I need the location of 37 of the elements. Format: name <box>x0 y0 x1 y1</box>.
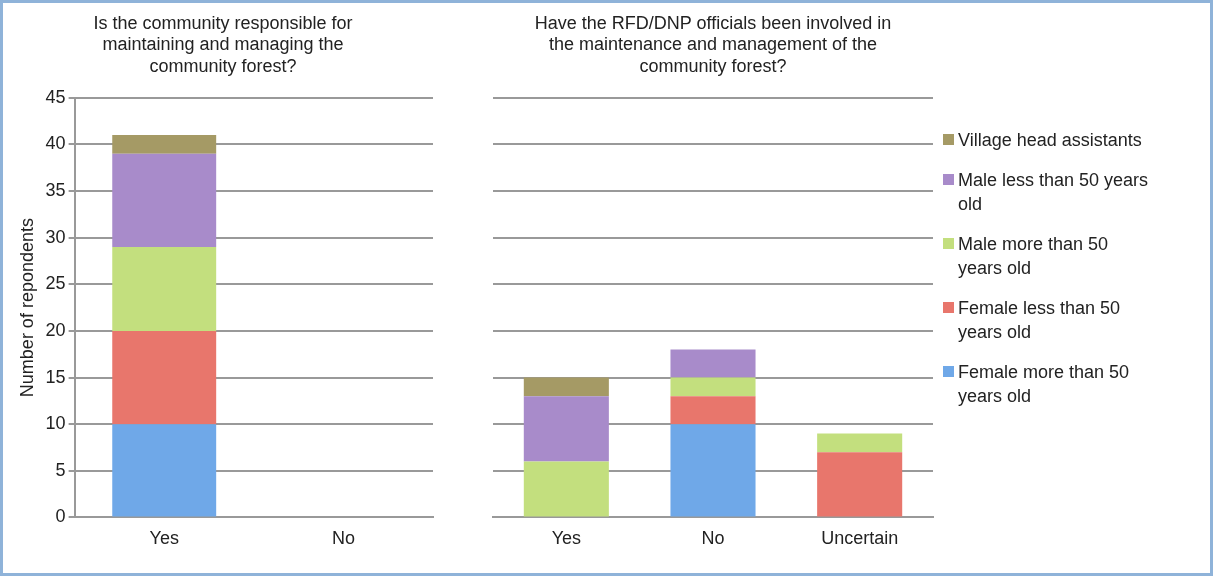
bar <box>523 377 609 397</box>
bar <box>670 396 756 425</box>
y-tick-label: 40 <box>45 133 66 154</box>
bar <box>670 424 756 517</box>
bar <box>112 424 217 517</box>
legend-label: Male more than 50 years old <box>958 233 1110 280</box>
y-tick-label: 30 <box>45 226 66 247</box>
bar <box>817 433 903 453</box>
bar <box>670 377 756 397</box>
y-tick-label: 15 <box>45 366 66 387</box>
legend-label: Female less than 50 years old <box>958 297 1122 344</box>
y-tick-label: 25 <box>45 273 66 294</box>
bar <box>112 246 217 331</box>
y-axis-title: Number of repondents <box>16 218 37 398</box>
x-tick-label: Yes <box>551 528 582 549</box>
y-tick-label: 20 <box>45 319 66 340</box>
bar <box>112 153 217 247</box>
legend-label: Male less than 50 years old <box>958 169 1150 216</box>
bar <box>523 461 609 517</box>
bar <box>523 396 609 462</box>
y-tick-label: 45 <box>45 86 66 107</box>
y-tick-label: 0 <box>55 506 66 527</box>
y-tick-label: 35 <box>45 180 66 201</box>
bar <box>112 135 217 154</box>
chart-title: Have the RFD/DNP officials been involved in the maintenance and management of the community forest? <box>534 12 892 76</box>
x-tick-label: No <box>331 528 355 549</box>
y-tick-label: 5 <box>55 459 66 480</box>
legend-label: Female more than 50 years old <box>958 361 1131 408</box>
chart-title: Is the community responsible for maintaining and managing the community forest? <box>93 12 353 76</box>
y-tick-label: 10 <box>45 413 66 434</box>
x-tick-label: No <box>701 528 725 549</box>
bar <box>817 452 903 517</box>
x-tick-label: Uncertain <box>821 528 899 549</box>
legend-label: Village head assistants <box>958 129 1142 152</box>
bar <box>112 330 217 425</box>
bar <box>670 349 756 378</box>
x-tick-label: Yes <box>149 528 179 549</box>
